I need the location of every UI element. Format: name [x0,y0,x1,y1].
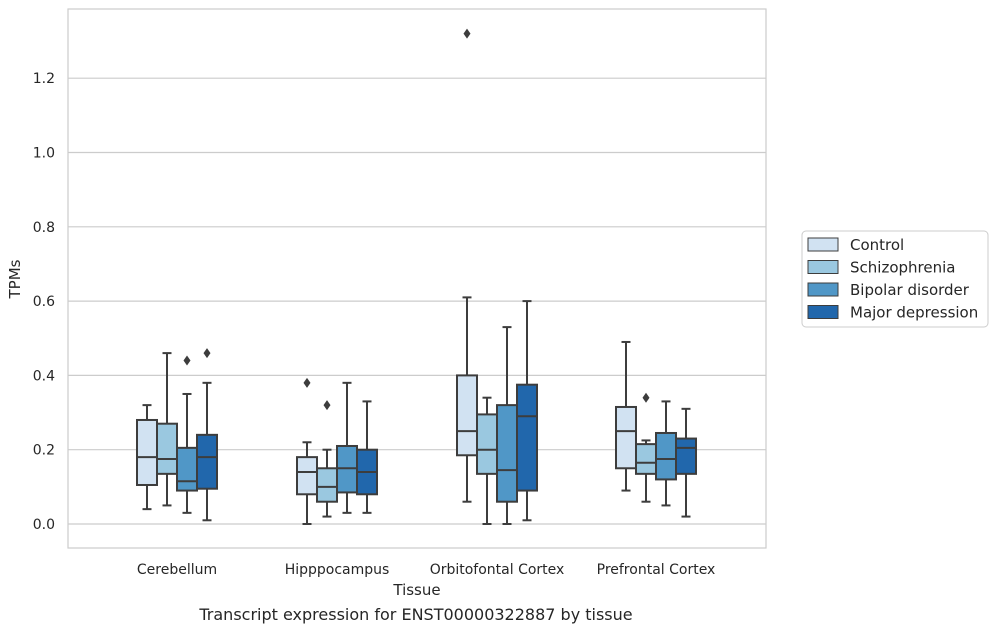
legend-label: Bipolar disorder [850,281,970,299]
legend-label: Major depression [850,304,978,322]
x-tick-label: Orbitofontal Cortex [430,562,565,578]
box-1-2 [336,381,358,514]
box-3-0 [615,340,637,492]
box-body [176,446,198,492]
x-axis-label: Tissue [392,581,440,599]
y-tick-label: 0.6 [33,294,55,310]
outlier-point [323,400,331,411]
legend-swatch [807,305,839,319]
legend-swatch [807,260,839,274]
box-body [136,418,158,486]
figure-caption: Transcript expression for ENST0000032288… [199,605,633,624]
legend-label: Schizophrenia [850,259,955,277]
y-axis-label: TPMs [6,259,24,299]
legend-item: Bipolar disorder [807,281,970,299]
box-2-0 [456,28,478,503]
box-body [615,405,637,470]
y-tick-label: 0.8 [33,220,55,236]
outlier-point [463,28,471,39]
box-0-2 [176,355,198,514]
box-2-3 [516,300,538,522]
legend-item: Schizophrenia [807,259,955,277]
box-body [655,431,677,481]
legend-frame [801,230,989,328]
box-body [456,374,478,457]
box-body [516,383,538,492]
box-body [476,413,498,475]
box-body [196,433,218,490]
legend-item: Control [807,236,904,254]
outlier-point [303,377,311,388]
box-1-3 [356,400,378,514]
x-tick-label: Hipppocampus [285,562,390,578]
y-tick-label: 0.4 [33,368,55,384]
box-body [675,437,697,475]
box-body [296,456,318,496]
box-body [635,443,657,475]
y-tick-label: 0.0 [33,517,55,533]
legend-swatch [807,282,839,297]
outlier-point [203,348,211,359]
box-body [156,422,178,475]
y-tick-label: 0.2 [33,443,55,459]
legend-swatch [807,237,839,252]
box-0-1 [156,352,178,507]
x-axis-ticks: Cerebellum Hipppocampus Orbitofontal Corte… [137,562,715,578]
legend: Control Schizophrenia Bipolar disorder Majo… [801,230,989,328]
y-tick-label: 1.2 [33,71,55,87]
box-body [316,467,338,503]
y-axis-ticks: 0.0 0.2 0.4 0.6 0.8 1.0 1.2 [33,71,55,533]
boxes [136,28,697,525]
y-tick-label: 1.0 [33,146,55,162]
x-tick-label: Prefrontal Cortex [597,562,716,578]
box-0-0 [136,404,158,511]
box-0-3 [196,348,218,522]
x-tick-label: Cerebellum [137,562,217,578]
legend-item: Major depression [807,304,978,322]
outlier-point [183,355,191,366]
outlier-point [642,392,650,403]
legend-label: Control [850,236,904,254]
plot-border [67,8,767,549]
box-body [496,404,518,503]
box-3-3 [675,407,697,518]
